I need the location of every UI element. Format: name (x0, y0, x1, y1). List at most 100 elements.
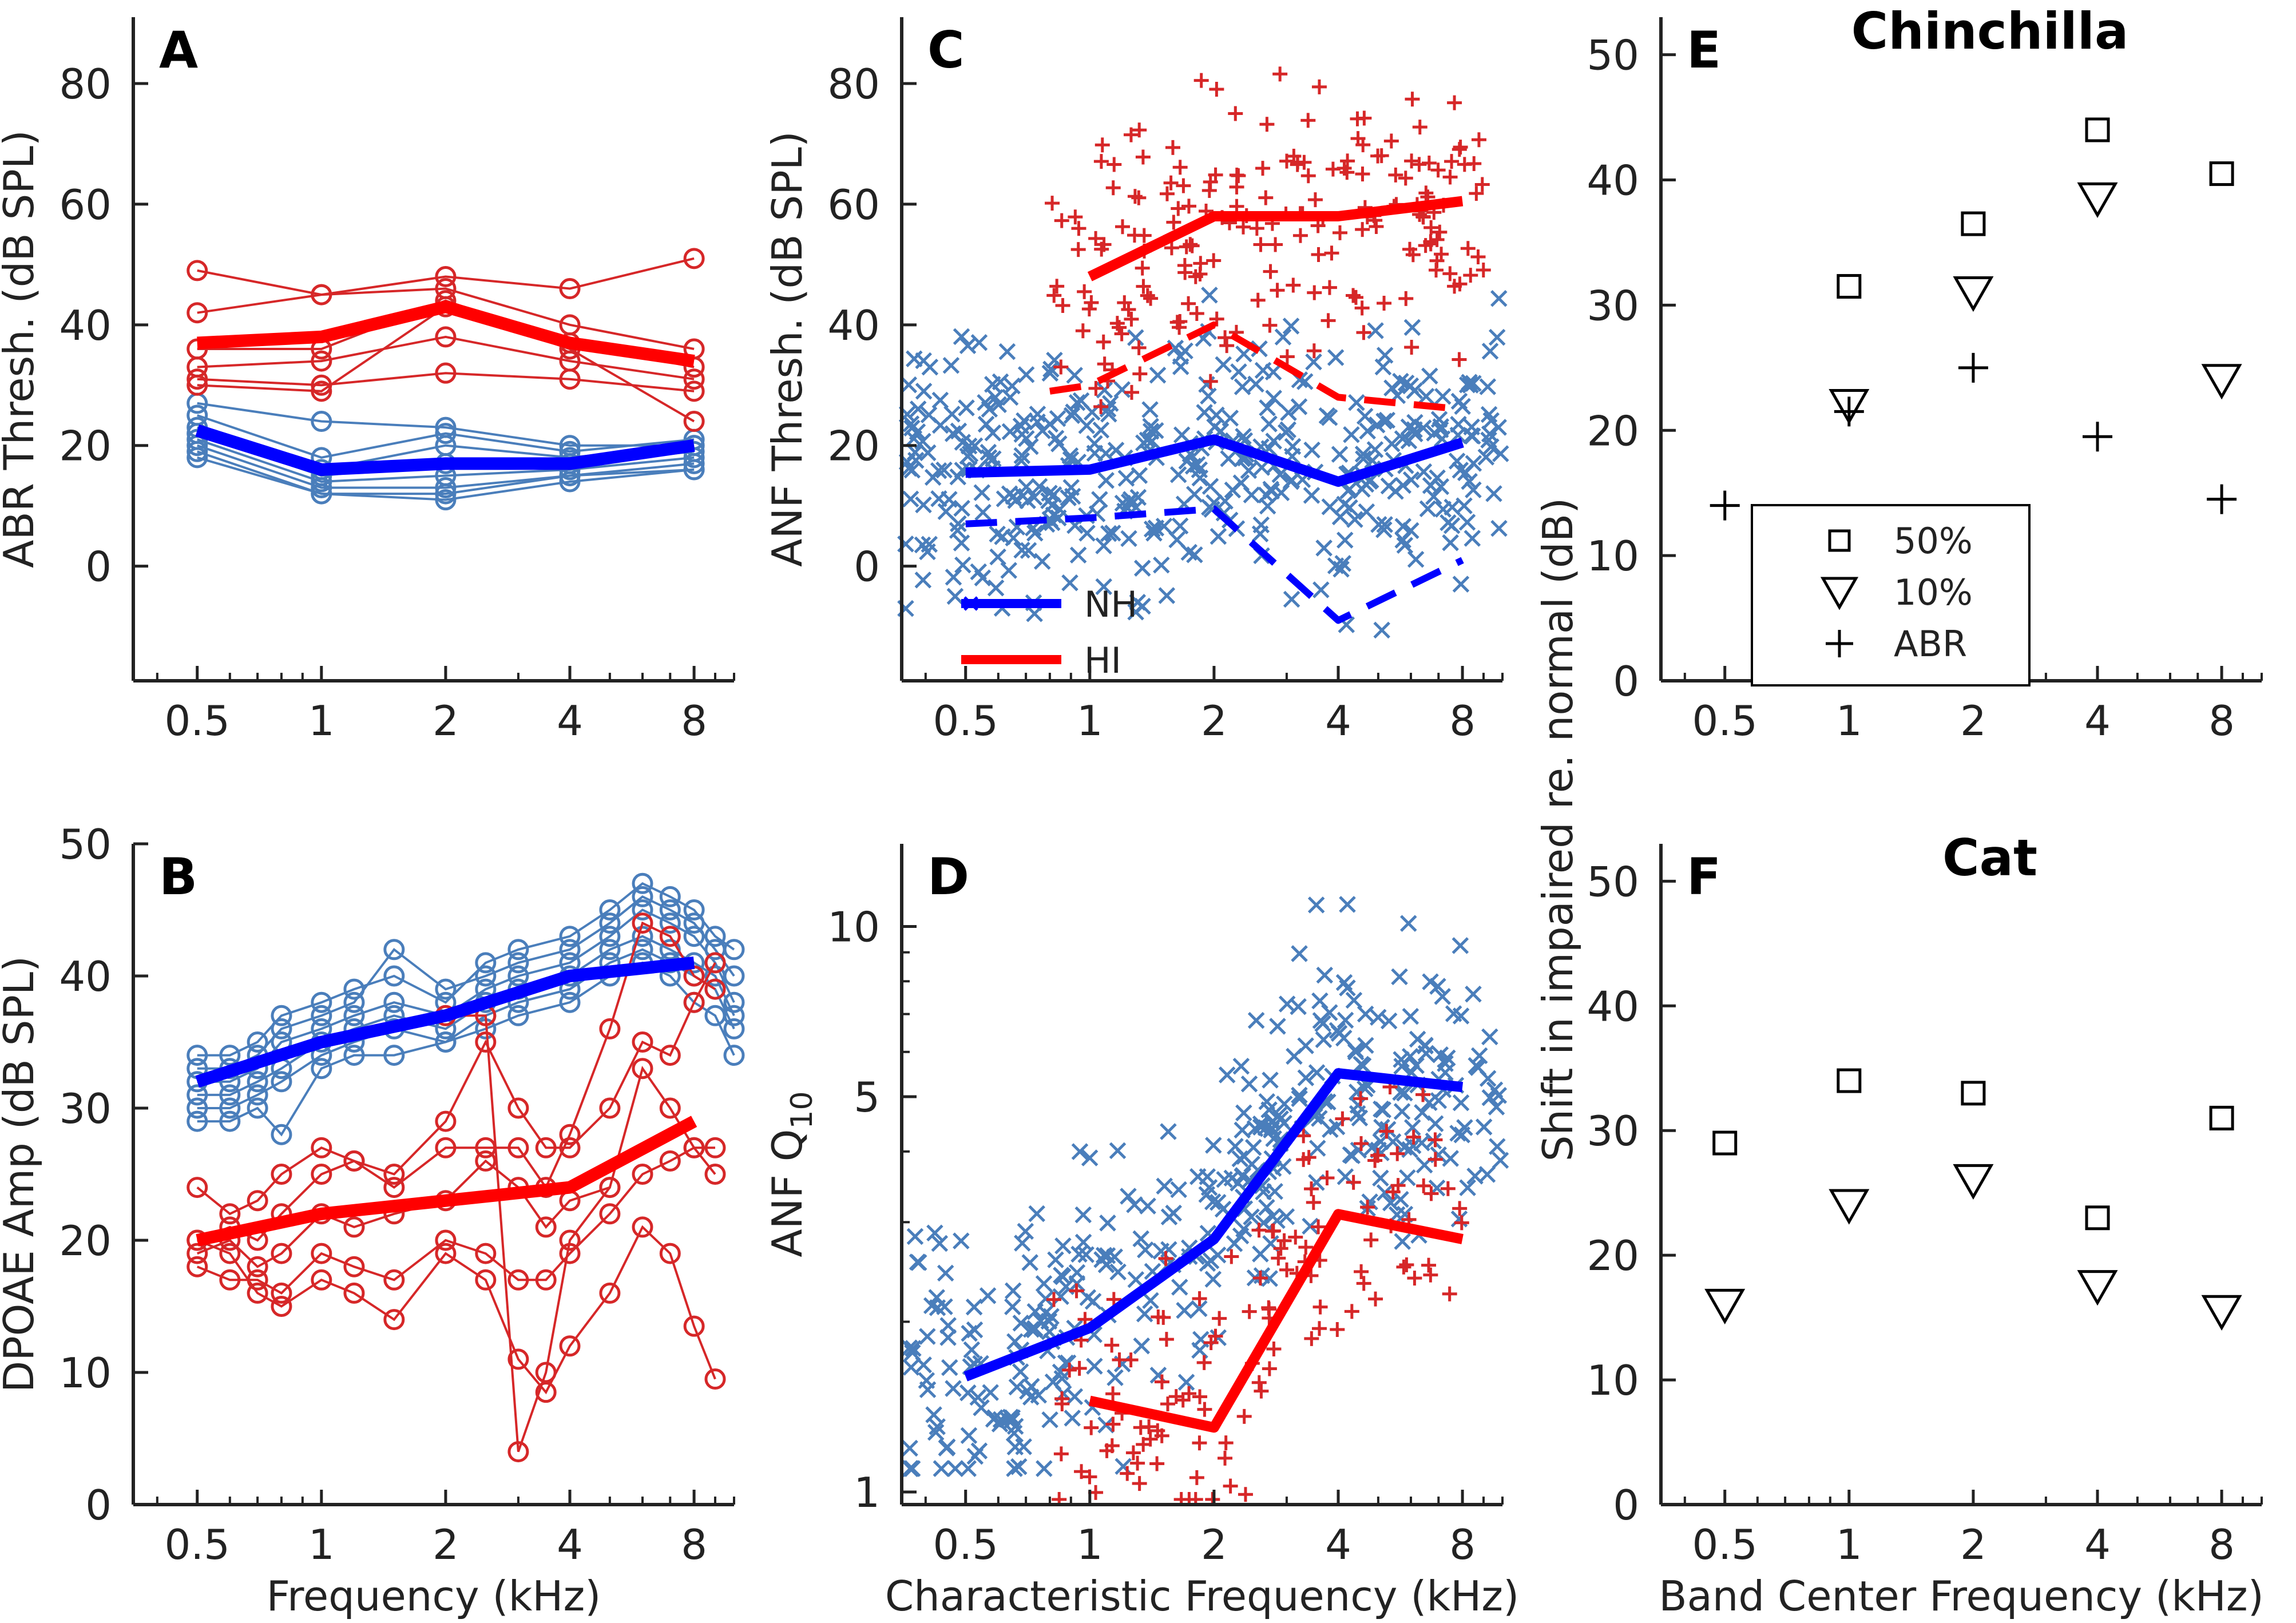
data-point-nh (953, 499, 970, 517)
data-point-nh (1074, 1206, 1092, 1224)
data-point-nh (946, 588, 964, 605)
data-point-nh (1291, 1086, 1308, 1104)
data-point-nh (1153, 557, 1170, 574)
data-point-nh (187, 1097, 208, 1119)
data-point-nh (1406, 414, 1423, 431)
data-point-nh (1452, 1007, 1470, 1025)
data-point-hi (1423, 1267, 1438, 1283)
data-point-hi (1355, 137, 1371, 153)
data-point-nh (929, 1418, 946, 1435)
data-point-hi (559, 1137, 581, 1158)
y-tick-label: 80 (59, 60, 112, 108)
data-point-nh (939, 1317, 957, 1334)
data-point-nh (945, 569, 962, 586)
data-point-nh (1064, 487, 1081, 505)
data-point-hi (1046, 1292, 1061, 1307)
data-point-hi (1335, 1111, 1350, 1126)
data-point-nh (723, 1045, 745, 1066)
data-point-nh (1311, 992, 1329, 1010)
legend-marker (1826, 630, 1853, 657)
data-point-nh (1012, 1315, 1030, 1332)
data-point-hi (311, 380, 332, 402)
data-point-hi (1279, 1262, 1295, 1277)
data-point-nh (1006, 1333, 1024, 1350)
data-point-nh (905, 430, 923, 447)
data-point-hi (1140, 288, 1155, 303)
data-point-nh (1204, 1271, 1222, 1288)
data-point-hi (271, 1282, 292, 1304)
data-point-hi (1135, 149, 1151, 165)
y-tick-label: 60 (827, 181, 880, 229)
data-point-nh (1053, 1267, 1070, 1284)
data-point-hi (507, 1441, 529, 1463)
data-point-hi (311, 1269, 332, 1291)
data-point-nh (1339, 482, 1357, 499)
data-point-nh (927, 1423, 945, 1441)
data-point-hi (1084, 1420, 1099, 1435)
data-point-nh (914, 572, 932, 589)
data-point-nh (1492, 1152, 1509, 1169)
x-tick-label: 8 (2208, 697, 2235, 745)
data-point-nh (1466, 1168, 1484, 1185)
data-point-hi (1404, 339, 1419, 355)
data-point-nh (1464, 530, 1481, 547)
data-point-hi (343, 1282, 365, 1304)
data-point-nh (919, 543, 936, 561)
x-tick-label: 0.5 (933, 1521, 998, 1569)
data-point-hi (1192, 266, 1208, 281)
x-tick-label: 8 (681, 1521, 707, 1569)
data-point-hi (1093, 154, 1109, 169)
data-point-nh (1004, 1298, 1021, 1316)
data-point-nh (1232, 1058, 1250, 1075)
data-point-nh (1480, 431, 1497, 449)
x-axis-label: Frequency (kHz) (267, 1572, 601, 1620)
data-point-nh (970, 334, 988, 351)
series-line-nh (197, 438, 695, 483)
data-point-hi (1266, 1223, 1281, 1239)
data-point-hi (1104, 1338, 1120, 1353)
data-point-nh (1315, 539, 1333, 557)
data-point-nh (659, 886, 681, 907)
data-point-nh (903, 1460, 921, 1477)
plot-area (897, 66, 1509, 639)
data-point-nh (1014, 1235, 1031, 1252)
data-point-hi (1055, 298, 1070, 314)
data-point-nh (1374, 358, 1392, 376)
data-point-nh (1053, 1370, 1071, 1387)
data-point-nh (1264, 363, 1282, 381)
data-point-hi (1228, 106, 1243, 121)
data-point-hi (1253, 237, 1268, 252)
data-point-nh (1425, 488, 1442, 505)
data-point-nh (1220, 450, 1237, 467)
data-point-nh (1012, 1363, 1029, 1380)
data-point-hi (1236, 219, 1251, 235)
data-point-nh (1077, 1246, 1095, 1263)
data-point-nh (383, 939, 405, 961)
data-point-hi (1069, 1283, 1084, 1299)
x-axis-label: Characteristic Frequency (kHz) (885, 1572, 1519, 1620)
data-point-nh (1005, 529, 1022, 547)
data-point-hi (1356, 325, 1371, 340)
mean-line-hi (1088, 1209, 1464, 1433)
data-point-nh (1394, 1233, 1411, 1250)
x-tick-label: 1 (308, 697, 335, 745)
data-point-hi (1120, 1466, 1135, 1481)
data-point-nh (1191, 1300, 1208, 1318)
data-point-nh (974, 503, 992, 521)
data-point-square (1961, 211, 1986, 236)
data-point-nh (507, 1005, 529, 1026)
data-point-nh (1400, 915, 1417, 932)
data-point-hi (1171, 201, 1186, 216)
data-point-nh (1393, 1103, 1411, 1120)
data-point-nh (910, 1254, 927, 1271)
data-point-nh (1017, 478, 1035, 495)
data-point-hi (1262, 1361, 1277, 1376)
data-point-nh (931, 391, 949, 409)
data-point-nh (1297, 1069, 1315, 1086)
data-point-hi (1166, 215, 1181, 230)
data-point-plus (1710, 490, 1740, 521)
data-point-nh (1465, 455, 1482, 472)
x-tick-label: 2 (1201, 1521, 1227, 1569)
data-point-nh (1139, 1197, 1156, 1215)
